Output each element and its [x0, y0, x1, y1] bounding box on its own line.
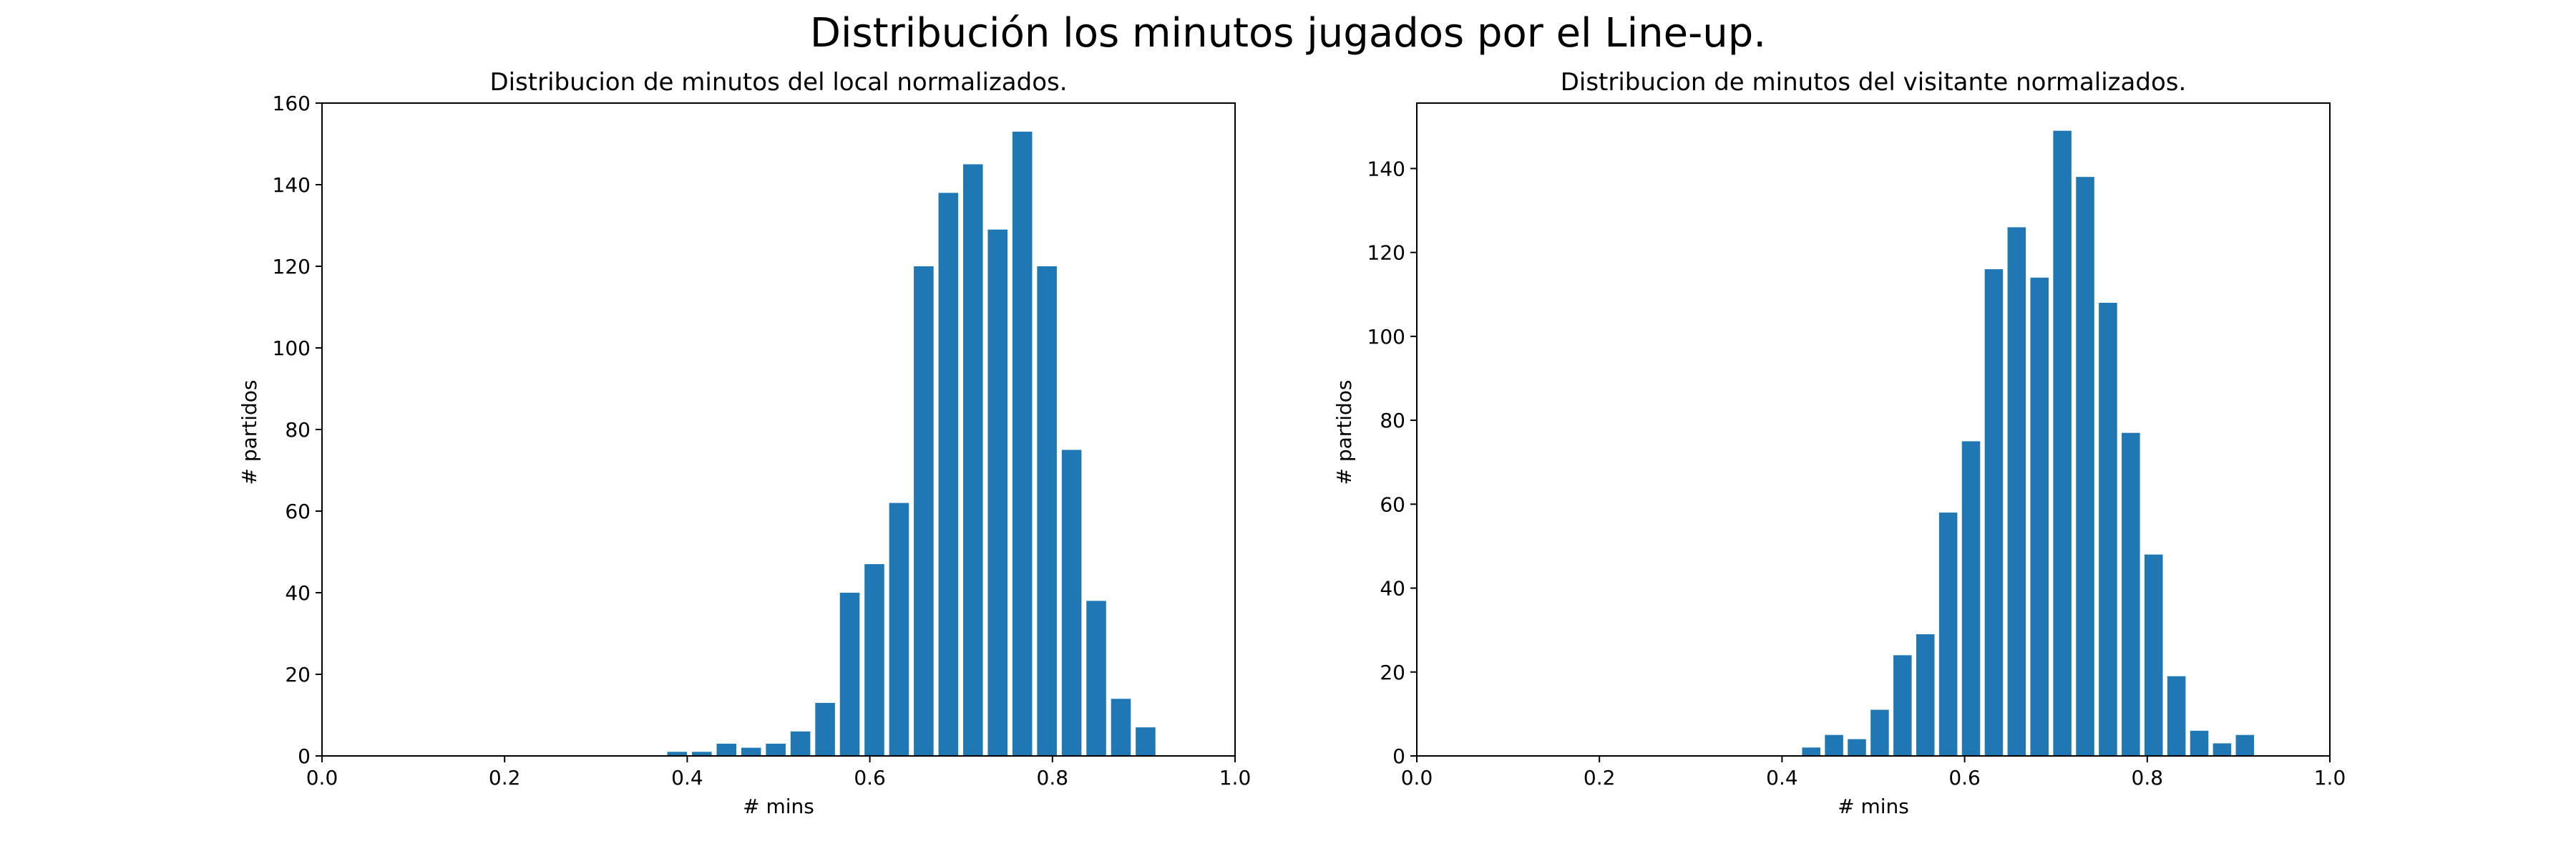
bar-visitante — [2235, 734, 2255, 756]
subplot-title-local: Distribucion de minutos del local normal… — [489, 68, 1067, 97]
x-axis-label-visitante: # mins — [1838, 795, 1909, 818]
subplot-local: Distribucion de minutos del local normal… — [238, 68, 1251, 818]
bar-visitante — [2053, 130, 2072, 756]
bars-visitante — [1802, 130, 2255, 757]
x-tick-label-visitante: 0.2 — [1584, 766, 1616, 790]
y-axis-label-local: # partidos — [238, 379, 261, 485]
bar-local — [938, 193, 959, 756]
x-tick-label-local: 1.0 — [1219, 766, 1252, 790]
bar-local — [839, 593, 860, 756]
y-tick-label-local: 40 — [285, 581, 311, 605]
bar-local — [1111, 699, 1131, 756]
bar-visitante — [1961, 441, 1981, 756]
bar-local — [1037, 266, 1057, 756]
y-tick-label-local: 80 — [285, 418, 311, 442]
x-tick-label-local: 0.4 — [671, 766, 703, 790]
x-tick-label-visitante: 0.0 — [1401, 766, 1433, 790]
y-tick-label-local: 60 — [285, 500, 311, 523]
figure-suptitle: Distribución los minutos jugados por el … — [809, 10, 1767, 57]
y-tick-label-visitante: 40 — [1380, 577, 1405, 601]
y-tick-label-local: 120 — [273, 255, 311, 278]
bar-local — [963, 164, 983, 756]
bar-visitante — [1984, 269, 2004, 757]
y-axis-label-visitante: # partidos — [1332, 379, 1356, 485]
bar-local — [1086, 601, 1106, 756]
axes-frame-visitante — [1416, 102, 2331, 757]
bar-local — [716, 743, 737, 756]
bar-visitante — [2099, 302, 2117, 756]
x-tick-label-local: 0.6 — [854, 766, 886, 790]
subplot-visitante: Distribucion de minutos del visitante no… — [1332, 68, 2346, 818]
y-tick-label-visitante: 140 — [1367, 157, 1405, 180]
y-tick-label-local: 20 — [285, 663, 311, 686]
y-tick-label-visitante: 60 — [1380, 492, 1405, 516]
x-tick-label-visitante: 0.6 — [1948, 766, 1981, 790]
y-tick-label-local: 100 — [273, 336, 311, 360]
bar-visitante — [2212, 743, 2232, 756]
bar-local — [790, 731, 811, 756]
subplot-title-visitante: Distribucion de minutos del visitante no… — [1561, 68, 2187, 97]
bar-local — [987, 229, 1008, 756]
y-tick-label-visitante: 80 — [1380, 409, 1405, 432]
x-tick-label-local: 0.8 — [1037, 766, 1069, 790]
bar-visitante — [2190, 730, 2209, 756]
bar-local — [1136, 727, 1156, 756]
bar-visitante — [2007, 227, 2026, 756]
y-tick-label-visitante: 20 — [1380, 661, 1405, 684]
bar-visitante — [1893, 655, 1912, 756]
bar-visitante — [1825, 734, 1843, 756]
bar-visitante — [1870, 709, 1889, 756]
bar-visitante — [1802, 747, 1820, 756]
x-tick-label-visitante: 0.8 — [2132, 766, 2164, 790]
bar-local — [914, 266, 934, 756]
bar-local — [1061, 450, 1082, 756]
bar-local — [741, 747, 761, 756]
bar-local — [864, 564, 884, 756]
y-tick-label-visitante: 0 — [1392, 744, 1405, 768]
y-tick-label-visitante: 120 — [1367, 241, 1405, 265]
bar-local — [815, 702, 835, 756]
bars-local — [667, 131, 1156, 756]
y-tick-label-visitante: 100 — [1367, 325, 1405, 349]
y-tick-label-local: 0 — [298, 744, 311, 768]
bar-visitante — [2167, 676, 2186, 756]
y-tick-label-local: 140 — [273, 173, 311, 197]
y-tick-label-local: 160 — [273, 92, 311, 115]
bar-local — [667, 752, 688, 756]
bar-visitante — [2030, 277, 2049, 757]
bar-local — [766, 743, 786, 756]
bar-local — [692, 752, 712, 756]
bar-visitante — [1938, 513, 1958, 756]
x-tick-label-local: 0.2 — [489, 766, 521, 790]
bar-local — [1012, 131, 1033, 756]
x-tick-label-visitante: 0.4 — [1766, 766, 1798, 790]
bar-visitante — [2144, 554, 2163, 756]
bar-visitante — [2122, 432, 2140, 756]
bar-visitante — [1916, 634, 1935, 756]
x-axis-label-local: # mins — [743, 795, 814, 818]
bar-visitante — [2076, 177, 2094, 756]
x-tick-label-visitante: 1.0 — [2314, 766, 2346, 790]
bar-local — [889, 503, 909, 756]
bar-visitante — [1848, 739, 1866, 756]
x-tick-label-local: 0.0 — [306, 766, 338, 790]
